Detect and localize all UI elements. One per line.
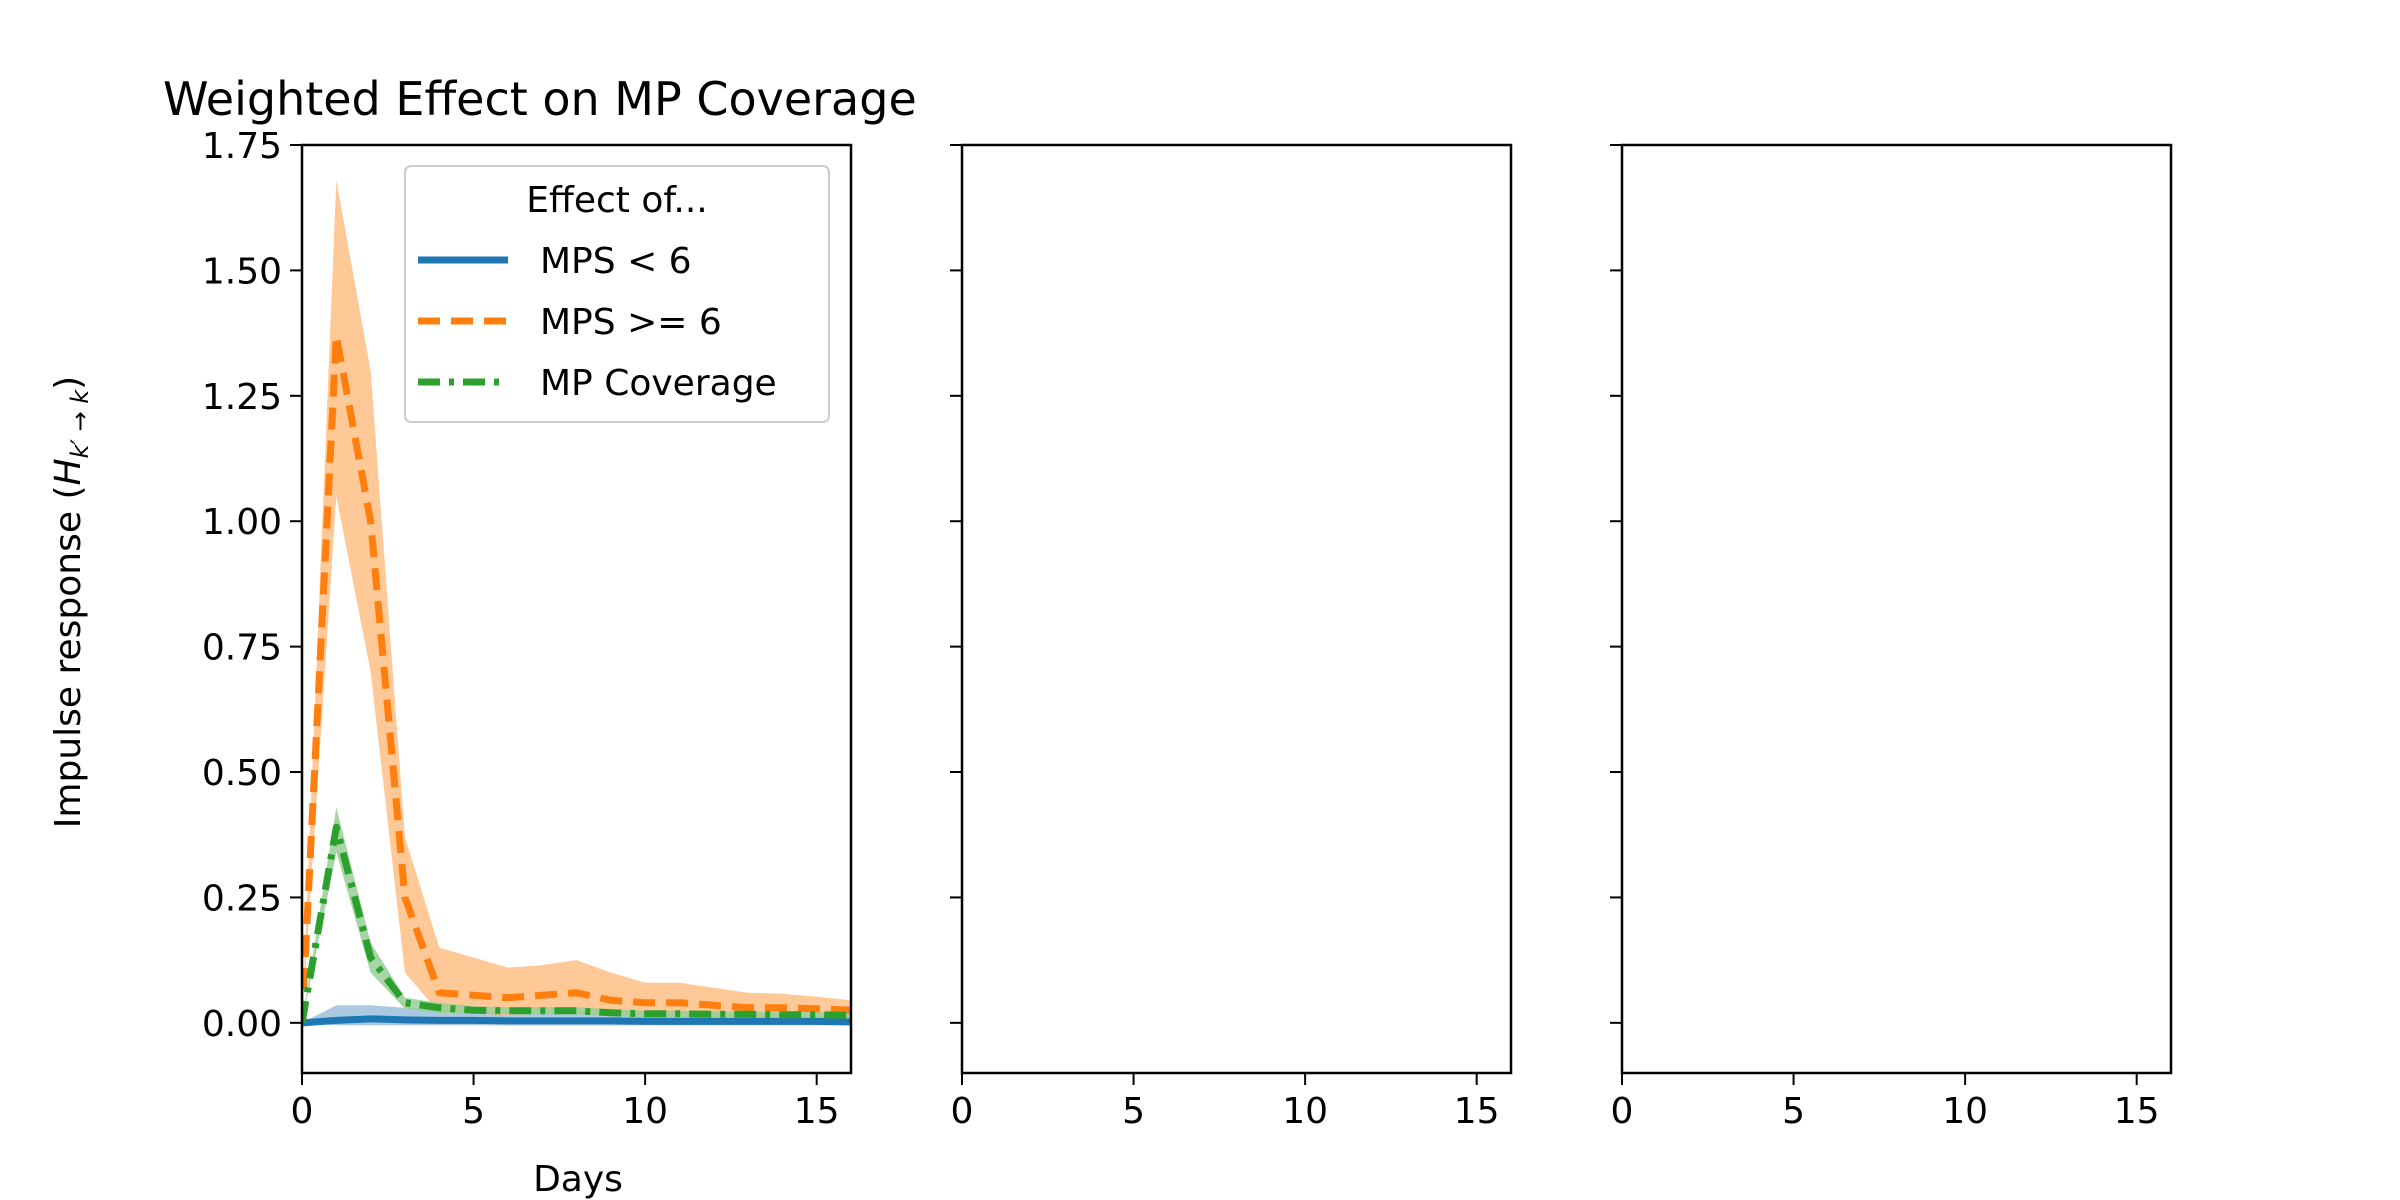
legend-entry: MPS < 6 — [540, 241, 692, 282]
y-tick-label: 1.75 — [202, 126, 282, 167]
x-tick-label: 0 — [291, 1091, 314, 1132]
x-tick-label: 15 — [2114, 1091, 2160, 1132]
x-tick-label: 15 — [794, 1091, 840, 1132]
legend-entry: MP Coverage — [540, 363, 777, 404]
line-mps-6 — [302, 332, 851, 1024]
x-tick-label: 0 — [1611, 1091, 1634, 1132]
legend-entry: MPS >= 6 — [540, 302, 722, 343]
axes-frame-1 — [300, 143, 853, 1075]
axes-frame-3 — [1620, 143, 2173, 1075]
x-tick-label: 5 — [1782, 1091, 1805, 1132]
line-mps-6 — [302, 1015, 851, 1027]
y-tick-label: 0.50 — [202, 753, 282, 794]
x-tick-label: 5 — [1122, 1091, 1145, 1132]
axes: 0 5 10 15 0.00 0.25 0.50 0.75 1.00 1.25 1.50 1.75 0 5… — [202, 126, 2173, 1132]
x-tick-label: 10 — [1282, 1091, 1328, 1132]
x-axis-label: Days — [533, 1159, 623, 1200]
x-tick-label: 15 — [1454, 1091, 1500, 1132]
chart-title: Weighted Effect on MP Coverage — [163, 72, 917, 126]
x-tick-label: 0 — [951, 1091, 974, 1132]
legend-frame — [404, 165, 830, 423]
y-tick-label: 0.75 — [202, 628, 282, 669]
legend-box: Effect of... MPS < 6 MPS >= 6 MP Coverage — [404, 165, 830, 423]
axes-frame-2 — [960, 143, 1513, 1075]
legend: Effect of... MPS < 6 MPS >= 6 MP Coverage — [404, 165, 830, 423]
y-tick-label: 1.25 — [202, 377, 282, 418]
y-tick-label: 0.25 — [202, 878, 282, 919]
y-axis-label: Impulse response (Hk′ → k) — [48, 376, 94, 828]
y-tick-label: 1.00 — [202, 502, 282, 543]
y-tick-label: 1.50 — [202, 251, 282, 292]
legend-title: Effect of... — [526, 180, 707, 221]
line-mp-coverage — [302, 823, 851, 1024]
series-lines — [302, 332, 851, 1027]
x-tick-label: 10 — [622, 1091, 668, 1132]
y-tick-label: 0.00 — [202, 1004, 282, 1045]
x-tick-label: 10 — [1942, 1091, 1988, 1132]
x-tick-label: 5 — [462, 1091, 485, 1132]
